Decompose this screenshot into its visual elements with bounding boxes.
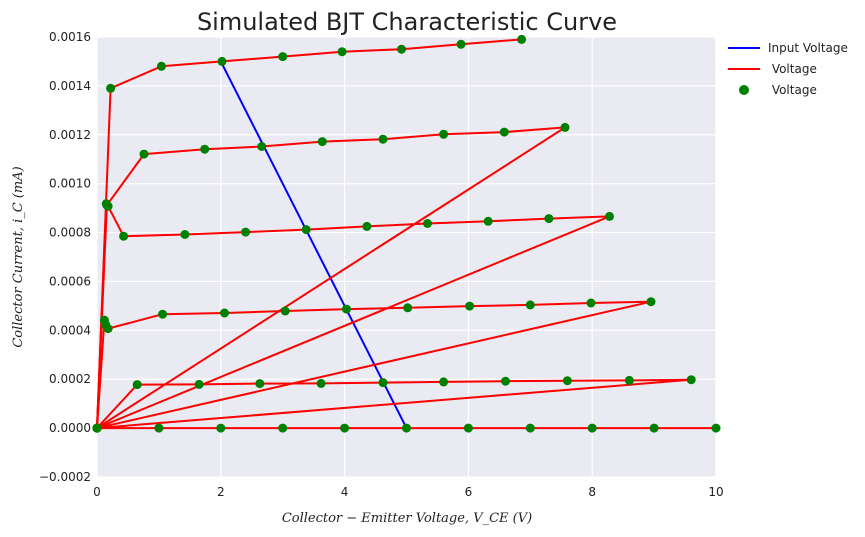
legend-label-points: Voltage (768, 83, 817, 97)
data-point (217, 56, 227, 66)
data-point (180, 230, 190, 239)
y-tick-label: 0.0010 (49, 177, 91, 191)
x-axis-ticks: 0 2 4 6 8 10 (93, 485, 723, 499)
x-tick-label: 0 (93, 485, 101, 499)
data-point (423, 219, 432, 228)
data-point (483, 216, 493, 226)
data-point (257, 142, 267, 151)
data-point (403, 303, 413, 313)
data-point (711, 423, 721, 433)
data-point (102, 200, 112, 210)
data-point (154, 423, 164, 433)
grid-lines (96, 36, 717, 478)
y-tick-label: 0.0014 (49, 79, 91, 93)
data-point (132, 380, 142, 390)
y-tick-label: 0.0006 (49, 274, 91, 288)
data-point (362, 221, 372, 231)
legend-label-input: Input Voltage (768, 41, 848, 55)
data-point (220, 308, 229, 318)
y-tick-label: 0.0012 (49, 128, 91, 142)
data-point (465, 301, 475, 311)
data-point (544, 214, 554, 224)
legend: Input Voltage Voltage Voltage (728, 41, 848, 97)
data-point (301, 225, 311, 235)
data-point (439, 129, 449, 139)
data-point (278, 423, 288, 433)
data-point (586, 298, 596, 308)
x-tick-label: 8 (588, 485, 596, 499)
data-point (649, 423, 659, 433)
y-tick-label: 0.0002 (49, 372, 91, 386)
legend-label-curve: Voltage (768, 62, 817, 76)
y-axis-label: Collector Current, i_C (mA) (11, 166, 26, 347)
data-point (216, 423, 226, 433)
data-point (439, 377, 449, 387)
data-point (280, 306, 290, 316)
data-point (456, 39, 466, 49)
data-point (560, 122, 570, 132)
plot-area (97, 37, 716, 477)
data-point (194, 379, 204, 389)
y-tick-label: 0.0000 (49, 421, 91, 435)
data-point (317, 137, 327, 147)
data-point (562, 376, 572, 386)
data-point (156, 61, 166, 71)
chart-title: Simulated BJT Characteristic Curve (197, 8, 617, 36)
x-tick-label: 10 (708, 485, 723, 499)
data-point (463, 423, 473, 433)
data-point (255, 379, 265, 389)
data-point (92, 423, 102, 433)
input-voltage-line (219, 60, 408, 429)
characteristic-curve-line (96, 378, 693, 430)
legend-swatch-points (739, 85, 749, 95)
data-point (499, 127, 509, 137)
data-point (278, 52, 288, 62)
data-point (378, 378, 388, 388)
data-point (340, 423, 350, 433)
data-point (337, 47, 347, 57)
data-point (378, 134, 388, 144)
data-point (241, 227, 251, 237)
data-point (646, 297, 656, 307)
data-point (686, 375, 696, 385)
data-point (342, 304, 351, 314)
x-axis-label: Collector − Emitter Voltage, V_CE (V) (282, 511, 532, 526)
data-point (119, 231, 129, 241)
x-tick-label: 2 (217, 485, 225, 499)
data-point (517, 34, 527, 44)
data-point (99, 315, 109, 325)
y-axis-ticks: −0.0002 0.0000 0.0002 0.0004 0.0006 0.0008 0.0… (39, 30, 91, 484)
y-tick-label: 0.0004 (49, 323, 91, 337)
x-tick-label: 6 (465, 485, 473, 499)
data-point (525, 300, 535, 310)
data-point (501, 376, 510, 386)
data-point (200, 144, 210, 154)
data-point (605, 211, 614, 221)
y-tick-label: −0.0002 (39, 470, 91, 484)
data-point (397, 44, 406, 54)
data-point (158, 309, 168, 319)
data-point (402, 423, 411, 433)
data-point (525, 423, 535, 433)
x-tick-label: 4 (341, 485, 349, 499)
data-point (106, 83, 116, 93)
series-group (92, 34, 721, 433)
data-point (587, 423, 597, 433)
y-tick-label: 0.0016 (49, 30, 91, 44)
data-point (139, 149, 149, 159)
data-point (624, 375, 634, 385)
y-tick-label: 0.0008 (49, 226, 91, 240)
data-point (316, 378, 326, 388)
